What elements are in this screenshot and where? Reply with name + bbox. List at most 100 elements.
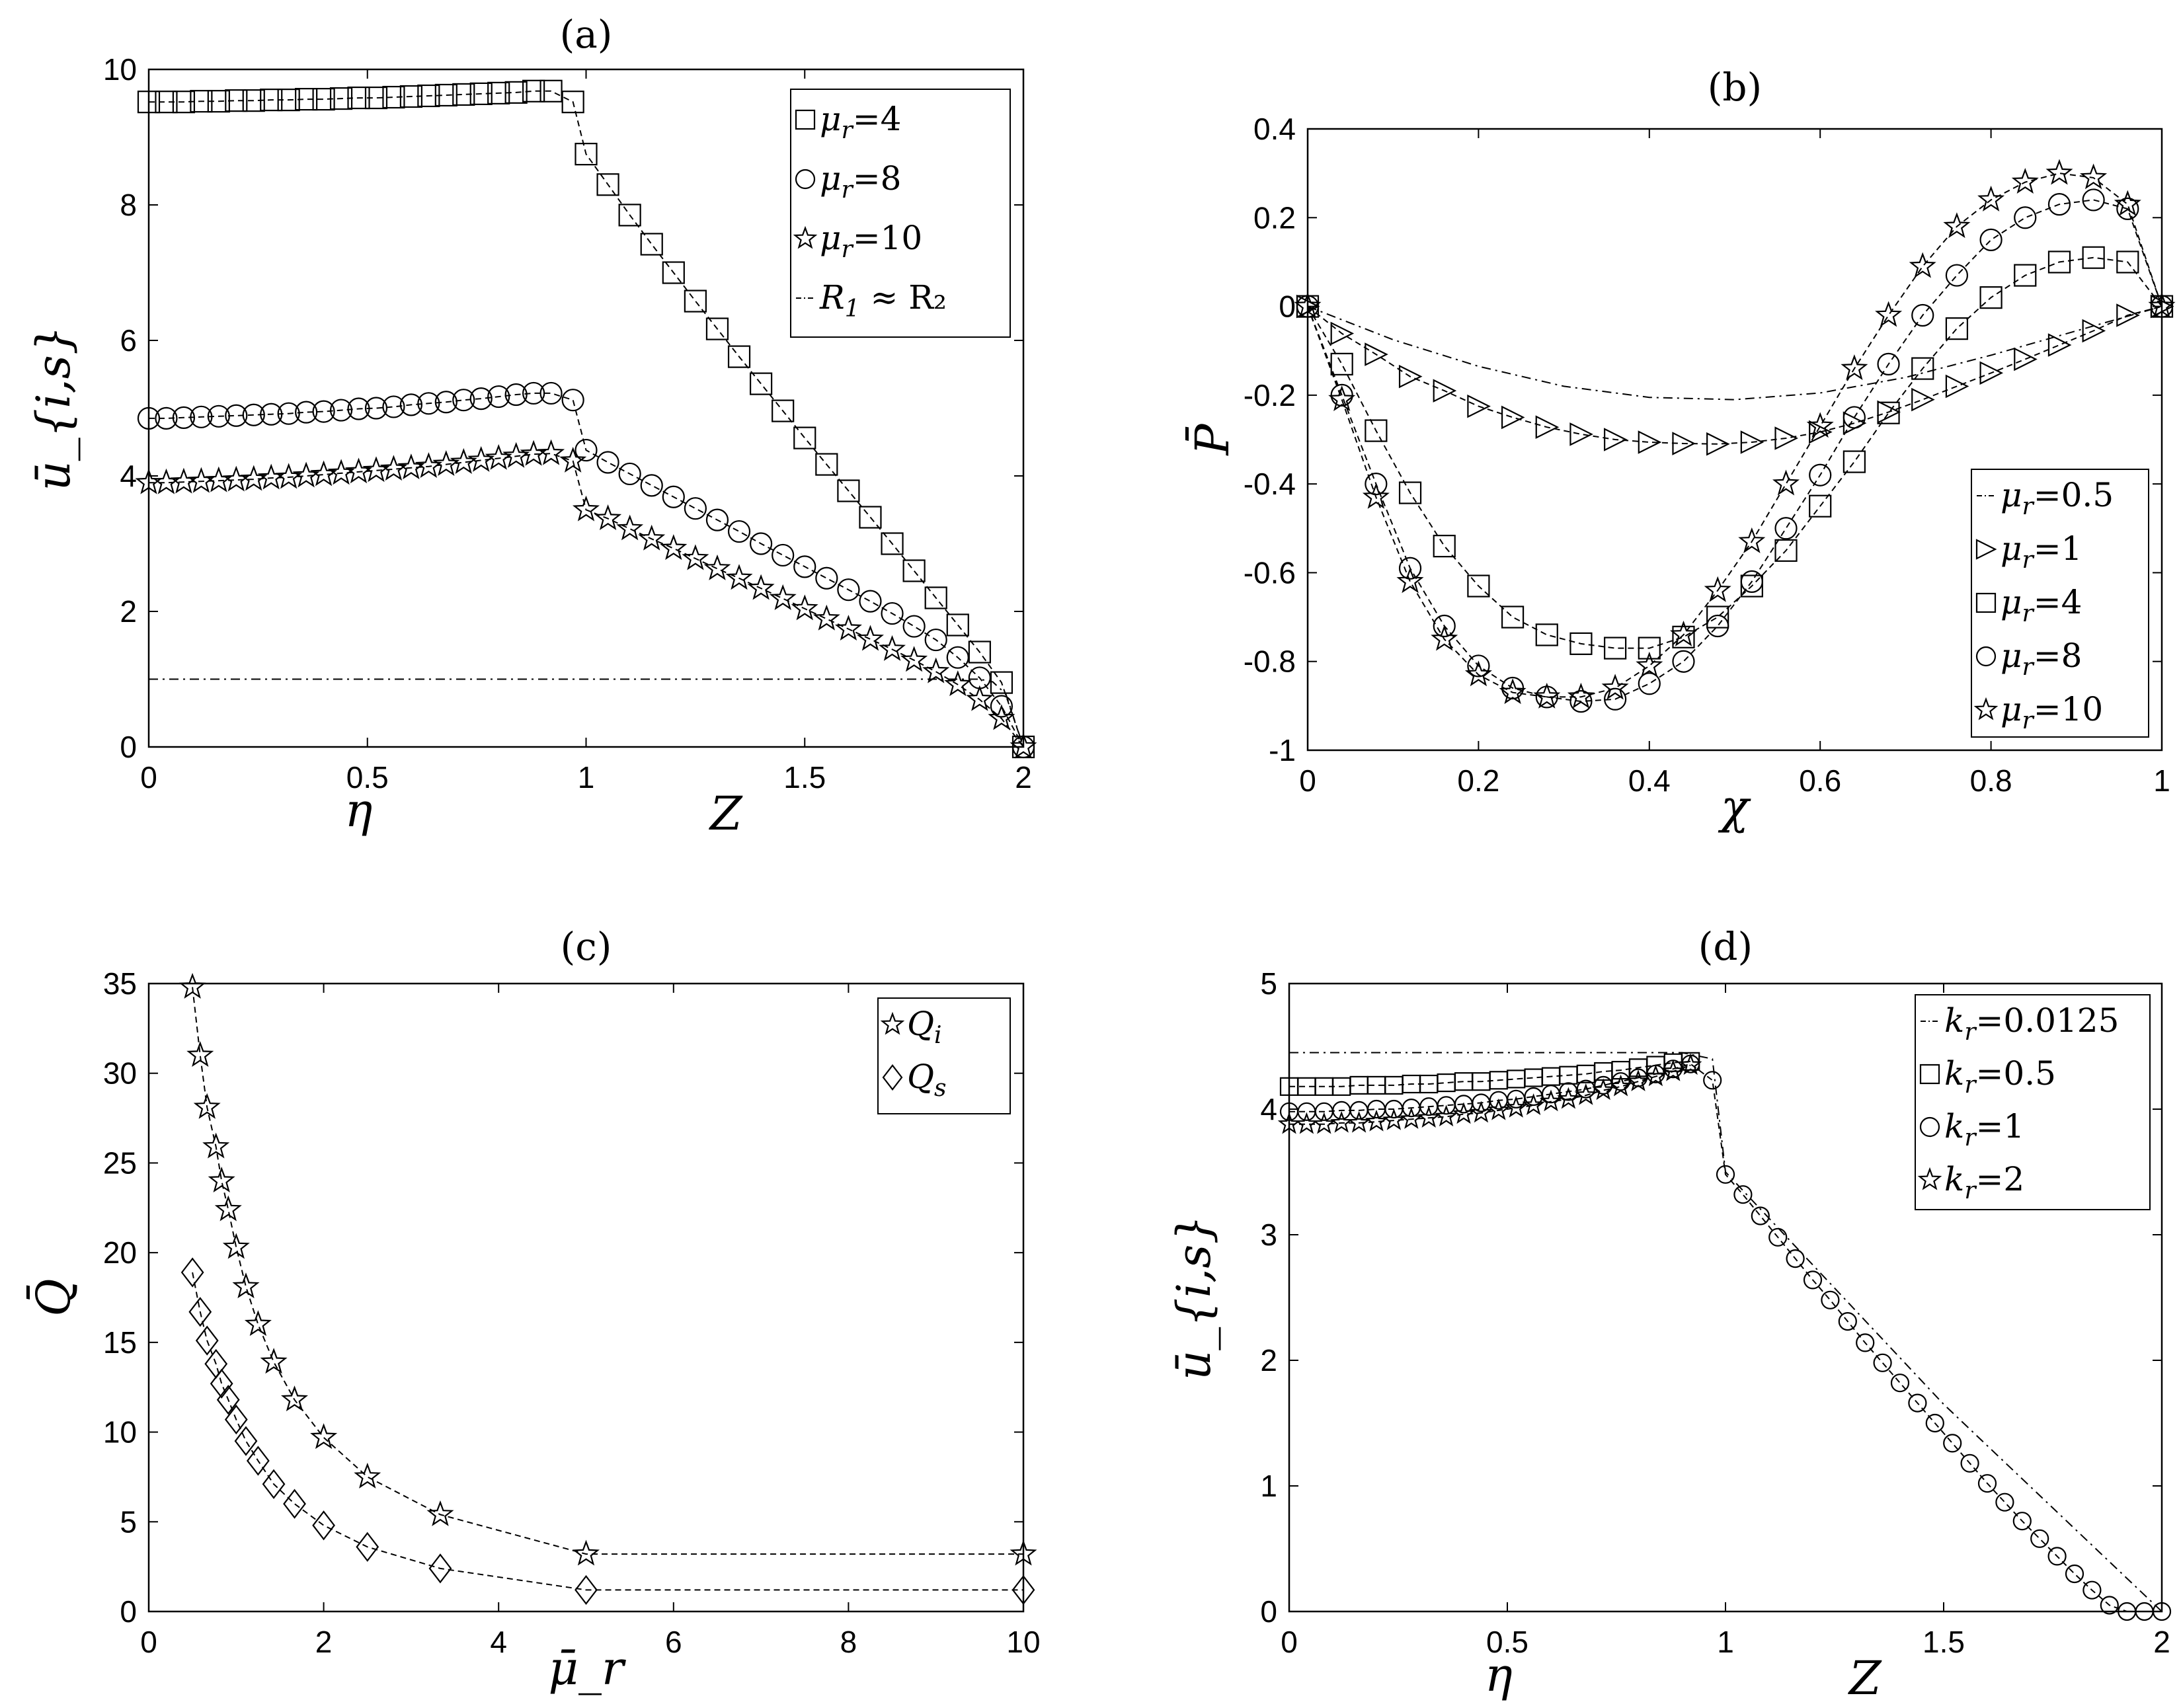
data-point: [2116, 303, 2140, 327]
data-point: [234, 1426, 258, 1456]
legend-label: μr=1: [2001, 529, 2082, 574]
data-point: [1945, 264, 1969, 287]
data-point: [539, 381, 563, 405]
legend-marker: [880, 1011, 905, 1035]
series-a-2: [135, 439, 1037, 759]
legend-b: μr=0.5 μr=1 μr=4 μr=8 μr=10: [1971, 469, 2149, 738]
data-point: [1875, 301, 1903, 327]
data-point: [1669, 620, 1698, 646]
y-tick-label: 10: [103, 1415, 137, 1450]
data-point: [2065, 1564, 2084, 1584]
data-point: [1856, 1333, 1875, 1352]
data-point: [277, 89, 300, 112]
data-point: [1704, 576, 1731, 602]
data-point: [1011, 1574, 1035, 1606]
data-point: [1604, 687, 1627, 711]
data-point: [327, 459, 355, 485]
data-point: [1644, 1064, 1667, 1087]
y-tick-label: 4: [1260, 1092, 1277, 1126]
data-point: [1365, 342, 1388, 366]
data-point: [703, 554, 731, 580]
y-tick-label: 0: [120, 730, 137, 764]
y-tick-label: 2: [1260, 1343, 1277, 1378]
data-point: [178, 972, 206, 999]
plot-area-c: [147, 982, 1025, 1613]
series-d-0: [1289, 1052, 2162, 1612]
data-point: [684, 497, 707, 520]
data-point: [310, 460, 338, 486]
data-point: [399, 85, 423, 108]
data-point: [747, 574, 775, 600]
data-point: [1943, 212, 1971, 239]
data-point: [310, 1423, 338, 1450]
data-point: [295, 88, 318, 111]
data-point: [837, 479, 860, 502]
data-point: [1398, 557, 1422, 580]
x-tick-label: 10: [1006, 1625, 1040, 1659]
data-point: [1661, 1059, 1685, 1081]
data-point: [379, 455, 407, 481]
data-point: [2045, 159, 2073, 185]
x-tick-label: 1.5: [1923, 1625, 1965, 1659]
data-point: [244, 1310, 272, 1337]
legend-box: [1915, 994, 2151, 1210]
y-tick-label: 5: [120, 1504, 137, 1539]
data-point: [242, 89, 265, 112]
data-point: [575, 1574, 598, 1606]
legend-label: kr=0.5: [1944, 1054, 2056, 1099]
series-b-1: [1296, 294, 2174, 456]
data-point: [137, 407, 161, 430]
data-point: [1716, 1165, 1735, 1184]
data-point: [640, 474, 663, 497]
data-point: [662, 485, 685, 508]
data-point: [1877, 352, 1900, 375]
data-point: [725, 564, 753, 590]
y-tick-label: 2: [120, 594, 137, 629]
y-axis-label: P̄: [1185, 423, 1240, 457]
series-d-2: [1279, 1054, 2172, 1621]
data-point: [1535, 415, 1560, 439]
data-point: [924, 586, 947, 609]
plot-area-b: [1306, 128, 2163, 752]
data-point: [155, 91, 178, 114]
data-point: [2100, 1596, 2119, 1615]
data-point: [1328, 385, 1356, 412]
data-point: [1911, 387, 1935, 412]
data-point: [944, 670, 972, 697]
series-line: [149, 392, 1024, 748]
x-tick-label: 1: [1717, 1625, 1734, 1659]
data-point: [561, 91, 584, 114]
data-point: [188, 1297, 212, 1327]
data-point: [450, 447, 477, 474]
series-line: [192, 987, 1023, 1555]
legend-marker: [1919, 1116, 1940, 1138]
x-tick-label: 0.6: [1799, 763, 1841, 798]
data-point: [1738, 527, 1766, 553]
data-point: [946, 646, 969, 669]
data-point: [1604, 637, 1627, 660]
data-point: [520, 440, 547, 466]
x-tick-label: 0.2: [1457, 763, 1499, 798]
data-point: [397, 453, 425, 480]
data-point: [1569, 632, 1593, 655]
data-point: [232, 1272, 260, 1299]
data-point: [1636, 651, 1663, 678]
data-point: [277, 402, 300, 425]
data-point: [399, 393, 423, 416]
data-point: [172, 91, 196, 114]
y-tick-label: 6: [120, 323, 137, 358]
data-point: [1786, 1249, 1805, 1268]
data-point: [596, 451, 619, 474]
legend-marker: [1919, 1064, 1940, 1085]
data-point: [1010, 732, 1037, 759]
y-axis-label: ū_{i,s}: [1167, 1215, 1221, 1380]
legend-c: Qi Qs: [877, 997, 1011, 1114]
data-point: [1911, 357, 1934, 380]
y-tick-label: 15: [103, 1325, 137, 1360]
data-point: [1672, 625, 1695, 648]
data-point: [990, 671, 1013, 694]
y-tick-label: 20: [103, 1235, 137, 1270]
chart-panel-c: (c) 0 2 4 6 8 10 0 5 10 15 20 25 30 35 μ̄_r Q̄ Qi Qs: [26, 924, 1040, 1695]
data-point: [1774, 539, 1798, 562]
